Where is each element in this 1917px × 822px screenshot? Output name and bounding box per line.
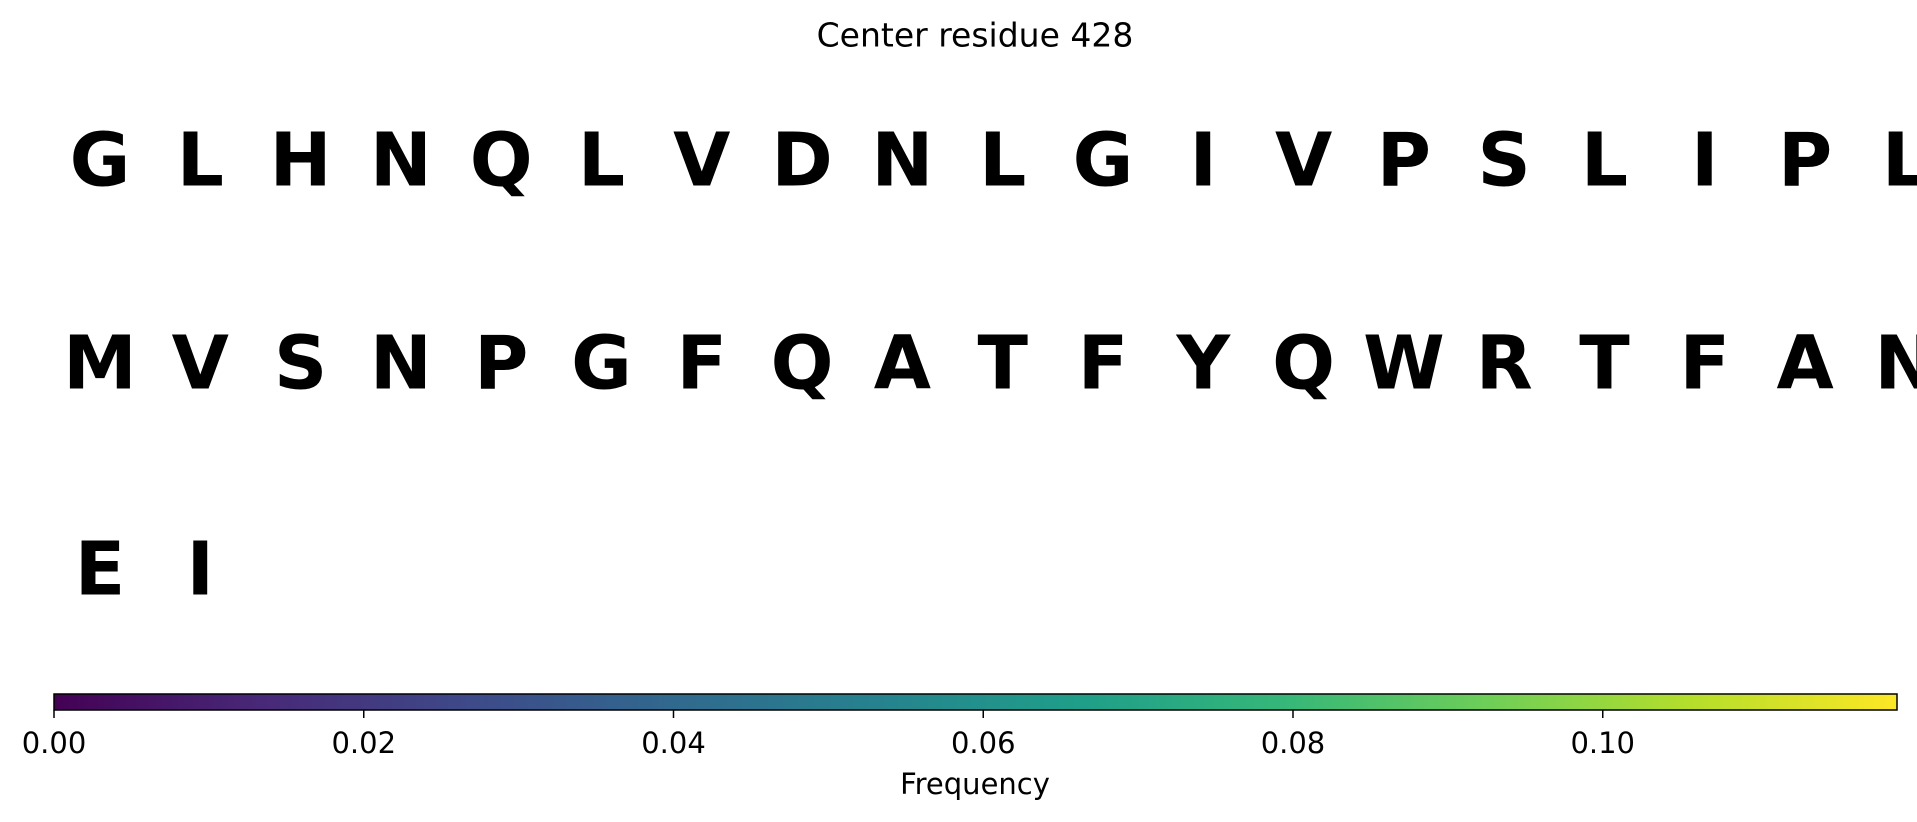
residue-letter: Y xyxy=(1176,321,1232,407)
residue-letter: P xyxy=(474,321,528,407)
residue-letter: L xyxy=(1882,118,1917,204)
residue-letter: L xyxy=(177,118,224,204)
residue-letter: M xyxy=(63,321,137,407)
x-tick-label: 0.10 xyxy=(1570,726,1635,760)
residue-letter: N xyxy=(370,321,432,407)
residue-letter: I xyxy=(1691,118,1719,204)
residue-letter: E xyxy=(75,527,126,613)
colorbar xyxy=(53,693,1898,711)
residue-letter: L xyxy=(1581,118,1628,204)
residue-letter: P xyxy=(1778,118,1832,204)
residue-letter: N xyxy=(1874,321,1917,407)
residue-letter: I xyxy=(187,527,215,613)
residue-letter: F xyxy=(1078,321,1129,407)
residue-letter: L xyxy=(578,118,625,204)
residue-letter: N xyxy=(370,118,432,204)
residue-letter: Q xyxy=(470,118,533,204)
residue-letter: H xyxy=(270,118,332,204)
x-tick-label: 0.04 xyxy=(641,726,706,760)
residue-letter: V xyxy=(1275,118,1332,204)
residue-letter: V xyxy=(673,118,730,204)
residue-letter: T xyxy=(1579,321,1630,407)
residue-letter: N xyxy=(871,118,933,204)
residue-letter: S xyxy=(1478,118,1531,204)
residue-letter: A xyxy=(874,321,931,407)
x-tick-label: 0.08 xyxy=(1261,726,1326,760)
residue-letter: D xyxy=(771,118,832,204)
residue-letter: I xyxy=(1190,118,1218,204)
x-tick-label: 0.06 xyxy=(951,726,1016,760)
residue-letter: S xyxy=(274,321,327,407)
x-tick-label: 0.02 xyxy=(331,726,396,760)
residue-letter: W xyxy=(1363,321,1445,407)
residue-letter: Q xyxy=(771,321,834,407)
residue-letter: L xyxy=(979,118,1026,204)
residue-letter: F xyxy=(1680,321,1731,407)
residue-letter: G xyxy=(571,321,632,407)
residue-letter: F xyxy=(677,321,728,407)
residue-letter: R xyxy=(1476,321,1533,407)
residue-letter: Q xyxy=(1272,321,1335,407)
x-axis-label: Frequency xyxy=(900,767,1050,801)
residue-letter: G xyxy=(70,118,131,204)
residue-letter: A xyxy=(1776,321,1833,407)
chart-title: Center residue 428 xyxy=(817,16,1134,55)
residue-letter: V xyxy=(172,321,229,407)
x-tick-label: 0.00 xyxy=(22,726,87,760)
residue-letter: P xyxy=(1377,118,1431,204)
residue-letter: G xyxy=(1073,118,1134,204)
residue-letter: T xyxy=(977,321,1028,407)
